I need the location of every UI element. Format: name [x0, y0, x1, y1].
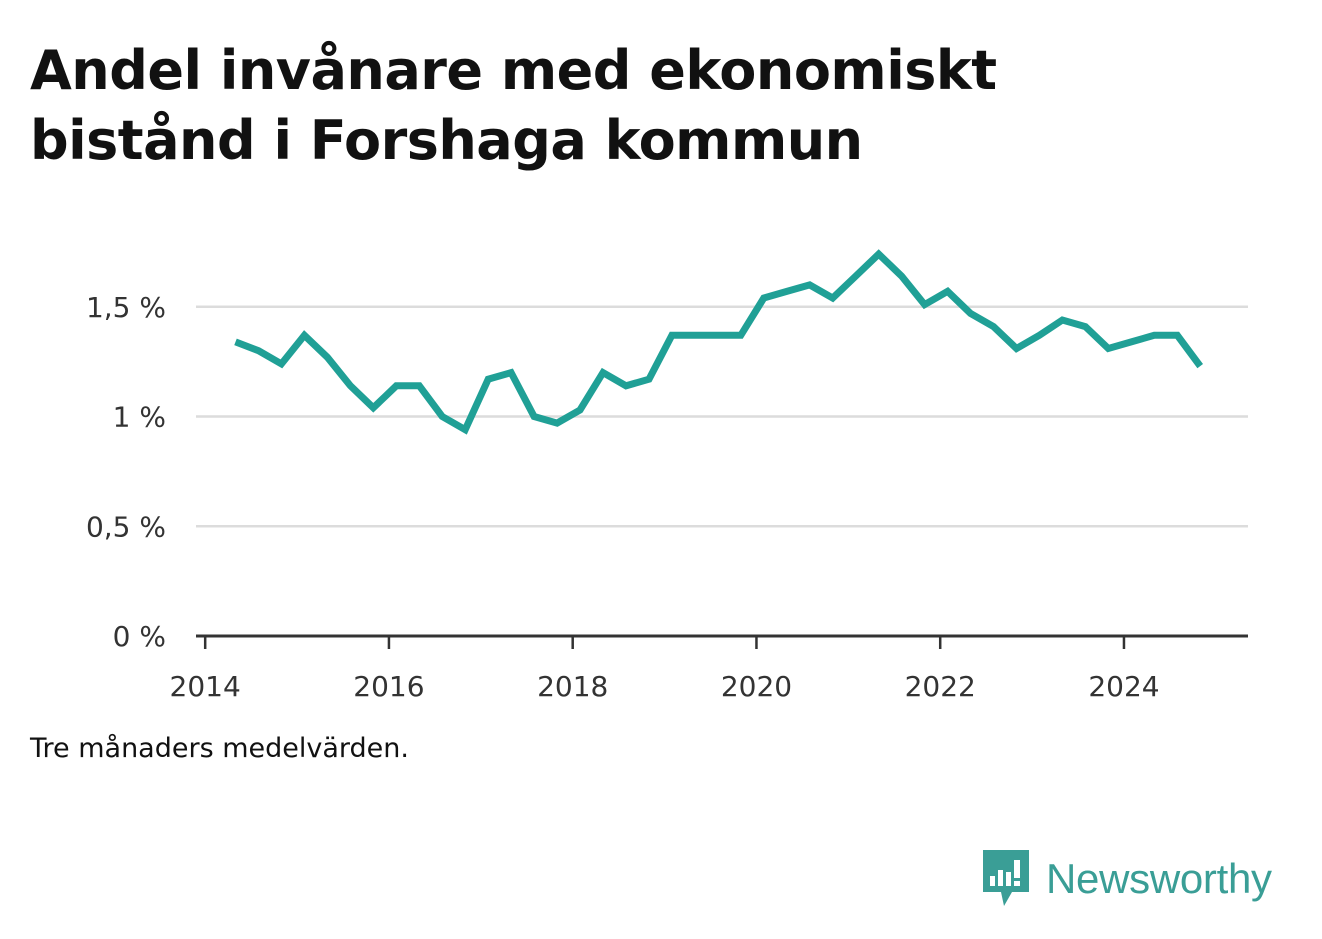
y-tick-label: 0 %: [113, 620, 166, 653]
series-layer: [234, 249, 1204, 435]
x-axis: [196, 634, 1248, 649]
newsworthy-logo-icon: [983, 850, 1029, 906]
x-tick-label: 2022: [905, 670, 976, 703]
x-axis-labels: 2014 2016 2018 2020 2022 2024: [170, 670, 1160, 703]
x-tick-label: 2024: [1088, 670, 1159, 703]
x-tick-label: 2016: [353, 670, 424, 703]
series-line: [234, 249, 1204, 435]
x-tick-label: 2020: [721, 670, 792, 703]
x-tick-label: 2018: [537, 670, 608, 703]
x-tick-label: 2014: [170, 670, 241, 703]
brand-name: Newsworthy: [1046, 855, 1272, 902]
chart-title: Andel invånare med ekonomiskt bistånd i …: [30, 39, 997, 172]
y-tick-label: 1,5 %: [86, 291, 166, 324]
brand-logo: Newsworthy: [980, 848, 1272, 910]
y-tick-label: 0,5 %: [86, 510, 166, 543]
chart-note: Tre månaders medelvärden.: [30, 733, 409, 764]
y-tick-label: 1 %: [113, 401, 166, 434]
gridlines: [196, 305, 1248, 528]
y-axis-labels: 0 % 0,5 % 1 % 1,5 %: [86, 291, 166, 653]
